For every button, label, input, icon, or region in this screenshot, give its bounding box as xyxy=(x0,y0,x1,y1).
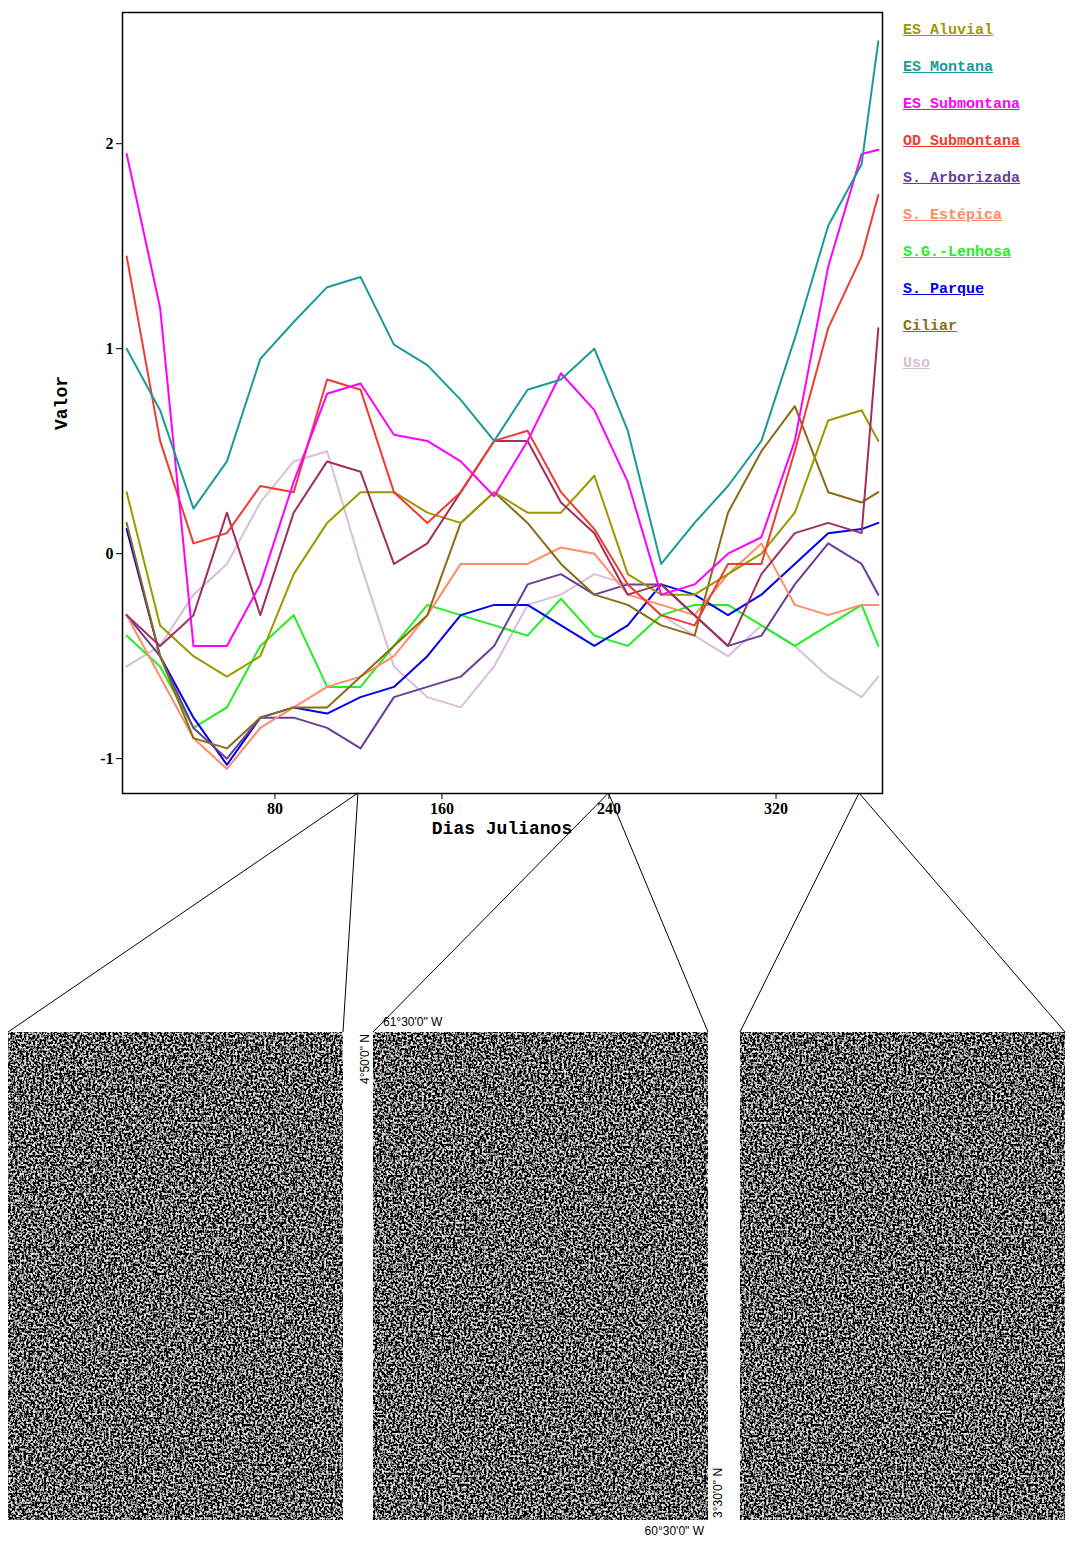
svg-text:-1: -1 xyxy=(100,750,113,767)
html-text:S. Arborizada: S. Arborizada xyxy=(903,170,1020,187)
svg-text:1: 1 xyxy=(106,340,114,357)
html-text:Uso: Uso xyxy=(903,355,930,372)
html-text:Ciliar: Ciliar xyxy=(903,318,957,335)
svg-text:4°50'0" N: 4°50'0" N xyxy=(358,1034,372,1084)
html-text:OD Submontana: OD Submontana xyxy=(903,133,1020,150)
html-text:Dias Julianos: Dias Julianos xyxy=(431,819,573,839)
svg-text:320: 320 xyxy=(764,800,788,817)
svg-text:80: 80 xyxy=(267,800,283,817)
html-text:S.G.-Lenhosa: S.G.-Lenhosa xyxy=(903,244,1011,261)
svg-text:3°30'0" N: 3°30'0" N xyxy=(711,1468,725,1518)
svg-text:0: 0 xyxy=(106,545,114,562)
html-text:ES Submontana: ES Submontana xyxy=(903,96,1020,113)
svg-text:2: 2 xyxy=(106,135,114,152)
html-text:ES Montana: ES Montana xyxy=(903,59,993,76)
html-text:ES Aluvial: ES Aluvial xyxy=(903,22,993,39)
html-text:S. Parque: S. Parque xyxy=(903,281,984,298)
svg-text:61°30'0" W: 61°30'0" W xyxy=(383,1015,443,1029)
svg-text:160: 160 xyxy=(430,800,454,817)
html-text:S. Estépica: S. Estépica xyxy=(903,207,1002,224)
svg-text:60°30'0" W: 60°30'0" W xyxy=(645,1524,705,1538)
svg-text:240: 240 xyxy=(597,800,621,817)
html-text:Valor: Valor xyxy=(52,375,72,430)
